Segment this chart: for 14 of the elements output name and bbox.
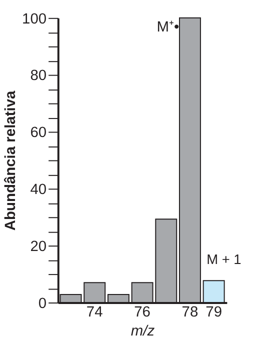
y-tick-label: 80 <box>30 68 47 84</box>
x-tick-label: 76 <box>134 304 150 321</box>
x-tick-label: 74 <box>86 304 103 321</box>
y-tick-label: 100 <box>22 11 47 28</box>
y-tick-label: 20 <box>30 238 47 255</box>
y-tick-label: 0 <box>38 296 47 312</box>
y-tick-label: 60 <box>30 125 47 142</box>
annotation: M + 1 <box>206 252 242 267</box>
y-tick-label: 40 <box>30 182 47 198</box>
x-axis-title: m/z <box>130 323 156 340</box>
y-axis-title: Abundância relativa <box>3 90 20 231</box>
x-tick-label: 78 <box>182 304 198 321</box>
x-tick-label: 79 <box>206 304 222 321</box>
annotation: M⁺• <box>156 20 180 36</box>
